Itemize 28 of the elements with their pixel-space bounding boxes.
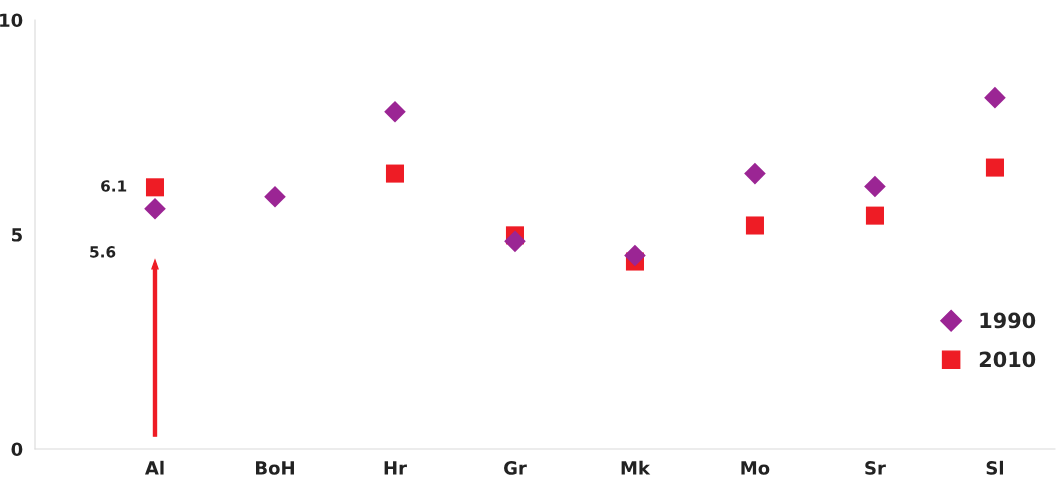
x-tick-label: Hr	[384, 461, 407, 475]
x-tick-label: Sr	[865, 461, 886, 475]
point	[745, 216, 764, 235]
y-tick-label: 0	[11, 442, 23, 457]
point	[144, 197, 166, 220]
point	[865, 206, 884, 225]
point	[384, 101, 406, 123]
y-tick-label: 10	[0, 13, 23, 28]
y-tick-label: 5	[12, 228, 22, 242]
legend-label: 1990	[980, 312, 1036, 329]
data-label: 5.6	[90, 246, 116, 258]
x-tick-label: Gr	[504, 461, 527, 475]
point	[744, 162, 766, 185]
point	[985, 158, 1004, 177]
point	[385, 164, 405, 183]
x-tick-label: BoH	[256, 461, 294, 475]
data-label: 6.1	[101, 180, 127, 192]
x-tick-label: Sl	[986, 460, 1004, 475]
x-tick-label: Mo	[741, 461, 770, 475]
point	[145, 178, 165, 197]
point	[984, 86, 1006, 109]
point	[504, 230, 526, 253]
point	[624, 244, 646, 267]
point	[864, 175, 886, 198]
legend-label: 2010	[979, 351, 1036, 368]
x-tick-label: Mk	[621, 460, 651, 475]
x-tick-label: Al	[145, 460, 164, 475]
point	[264, 185, 286, 208]
